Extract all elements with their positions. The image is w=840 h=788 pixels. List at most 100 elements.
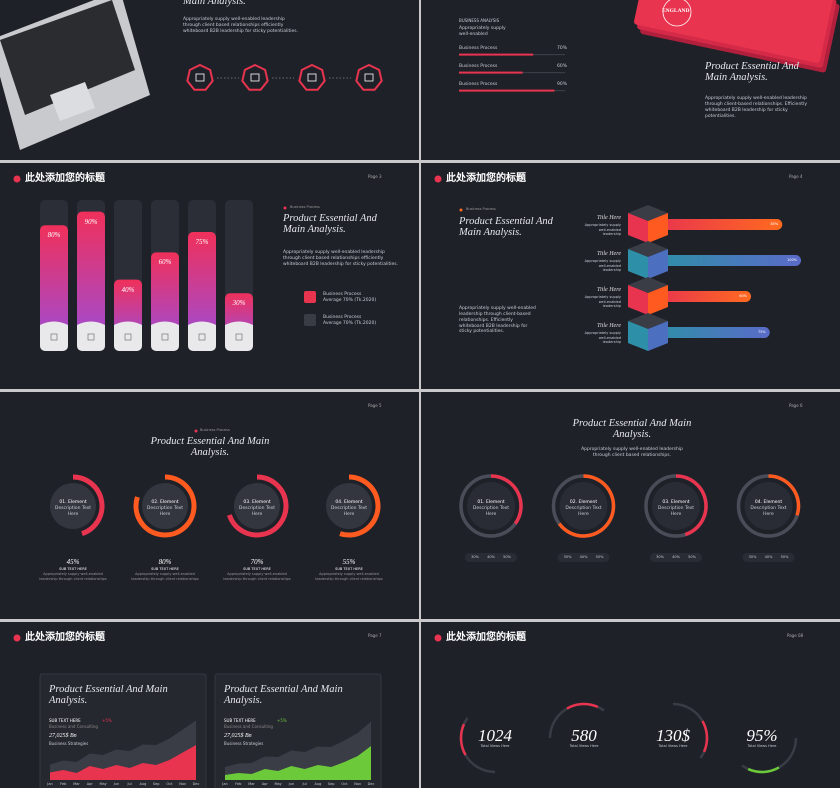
- chip-group: [465, 553, 517, 562]
- month-label: Apr: [86, 782, 93, 786]
- slide: Page 5 Business Process Product Essential …: [0, 392, 419, 619]
- column-base: [151, 321, 179, 351]
- chip-group: [742, 553, 795, 562]
- ring-name: 04. Element: [335, 500, 363, 505]
- ring-name: 02. Element: [151, 500, 179, 505]
- card-amount-note: Business Strategies: [49, 741, 89, 746]
- ring-desc: Description Text Here: [330, 506, 368, 517]
- icon-heptagon: [186, 63, 214, 91]
- column-base: [188, 321, 216, 351]
- ring-inner: [142, 483, 188, 529]
- card-note: Business and Consulting: [49, 724, 98, 729]
- month-label: Jul: [127, 782, 132, 786]
- slide-title: Product Essential And Main Analysis.: [283, 213, 377, 236]
- area: [50, 745, 196, 780]
- page-number: Page 6: [789, 403, 803, 408]
- stat-value: 1024: [478, 726, 512, 745]
- month-label: Dec: [367, 782, 375, 786]
- item-text: Average 70% (Tk.2020): [323, 321, 377, 326]
- ring-arc: [227, 474, 289, 538]
- bar-label: 60%: [739, 294, 747, 298]
- stat-arc-accent: [566, 702, 599, 710]
- slide: BUSINESS ANALYSIS Appropriately supply we…: [421, 0, 840, 160]
- bar: [656, 327, 770, 338]
- tag: Business Process: [200, 428, 230, 432]
- card-amount: 27,025$ Bn: [224, 733, 252, 739]
- column-label: 80%: [47, 231, 61, 240]
- cube-right: [648, 321, 668, 351]
- chip: 30%: [563, 555, 572, 559]
- card-amount: 27,025$ Bn: [49, 733, 77, 739]
- chip: 30%: [471, 555, 479, 559]
- ring-name: 04. Element: [754, 500, 783, 505]
- card: [634, 0, 834, 63]
- slide-body: Appropriately supply well-enabled leader…: [283, 250, 399, 267]
- ring-name: 01. Element: [59, 500, 87, 505]
- cube-left: [628, 285, 648, 315]
- column-bar: [40, 225, 68, 338]
- chip: 40%: [672, 555, 680, 559]
- column-base: [40, 321, 68, 351]
- slide-body: Appropriately supply well-enabled leader…: [705, 96, 807, 119]
- chip-group: [557, 553, 610, 562]
- header-dot: [434, 175, 442, 183]
- card-amount-note: Business Strategies: [224, 741, 264, 746]
- page-number: Page 08: [787, 633, 804, 638]
- item-title: Title Here: [597, 287, 621, 293]
- cube-right: [648, 285, 668, 315]
- intro-text: Appropriately supply well-enabled: [459, 26, 506, 37]
- bar: [656, 219, 783, 230]
- cube-left: [628, 321, 648, 351]
- column-label: 75%: [195, 238, 209, 246]
- tag-dot: [283, 206, 287, 210]
- month-label: Sep: [327, 782, 335, 786]
- bar-label: Business Process: [459, 46, 498, 51]
- stat-arc-accent: [701, 720, 709, 753]
- laptop-pad: [50, 82, 95, 121]
- column-icon: [50, 333, 58, 341]
- slide-header: 此处添加您的标题: [25, 632, 105, 643]
- column-base: [225, 321, 253, 351]
- slide-header: 此处添加您的标题: [25, 173, 105, 184]
- ring-arc: [675, 474, 708, 537]
- month-label: Jun: [288, 782, 295, 786]
- bar-value: 90%: [557, 82, 568, 87]
- card-title: Product Essential And Main Analysis.: [49, 684, 168, 707]
- item-text: Average 70% (Tk.2020): [323, 298, 377, 303]
- ring-sub: SUB TEXT HERE: [151, 567, 179, 571]
- ring-desc: Description Text Here: [146, 506, 184, 517]
- ring-arc: [133, 474, 197, 538]
- ring-desc: Description Text Here: [565, 506, 602, 517]
- cube-left: [628, 249, 648, 279]
- month-label: Mar: [73, 782, 80, 786]
- stat-label: Total Views Here: [480, 744, 510, 748]
- column-bar: [77, 211, 105, 338]
- month-label: Sep: [152, 782, 160, 786]
- ring-value: 70%: [250, 558, 264, 566]
- month-label: Aug: [139, 782, 147, 786]
- card-sub: SUB TEXT HERE: [49, 718, 81, 723]
- item-icon: [304, 291, 316, 303]
- ring-inner: [467, 482, 515, 530]
- column-base: [114, 321, 142, 351]
- month-label: Oct: [341, 782, 348, 786]
- ring-desc: Description Text Here: [54, 506, 92, 517]
- ring-arc: [339, 474, 381, 538]
- cube-left: [628, 213, 648, 243]
- slide-header: 此处添加您的标题: [446, 632, 526, 643]
- ring-desc: Description Text Here: [472, 506, 510, 517]
- icon: [250, 73, 260, 82]
- bar-label: Business Process: [459, 82, 498, 87]
- column-icon: [235, 333, 243, 341]
- ring-arc: [72, 474, 105, 536]
- month-label: Mar: [248, 782, 255, 786]
- icon-heptagon: [298, 63, 326, 91]
- month-label: Feb: [60, 782, 67, 786]
- slide-graphics: [13, 175, 316, 351]
- ring-value: 80%: [158, 558, 172, 566]
- cube-right: [648, 213, 668, 243]
- column-base: [77, 321, 105, 351]
- ring-inner: [744, 482, 793, 530]
- slide-title: Product Essential And Main Analysis.: [150, 436, 270, 459]
